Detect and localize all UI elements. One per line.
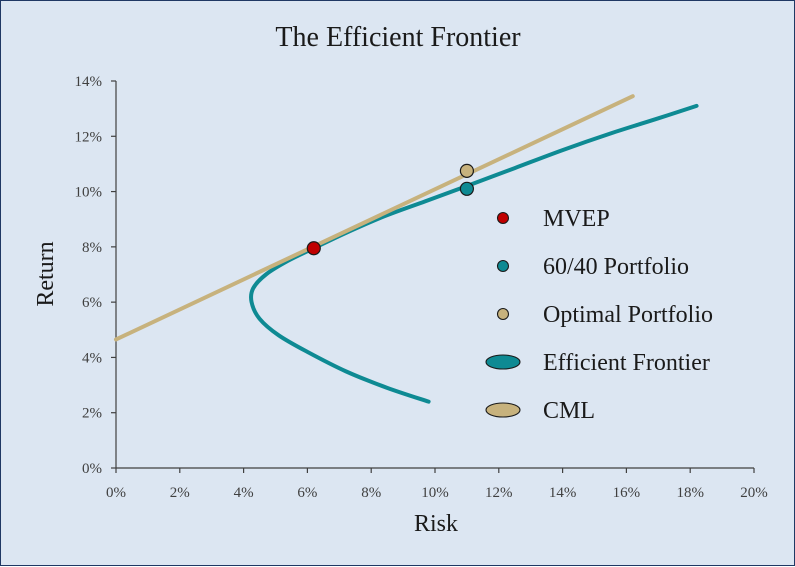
- x-tick-label: 2%: [170, 485, 190, 501]
- x-tick-label: 20%: [740, 485, 768, 501]
- legend-label-60-40-portfolio: 60/40 Portfolio: [543, 254, 689, 280]
- legend-label-cml: CML: [543, 398, 595, 424]
- legend-marker-mvep: [496, 211, 510, 225]
- x-tick-label: 16%: [613, 485, 641, 501]
- legend-marker-60-40-portfolio: [496, 259, 510, 273]
- plot-area: [114, 94, 699, 404]
- x-tick-label: 10%: [421, 485, 449, 501]
- y-tick-label: 6%: [82, 295, 102, 311]
- legend-marker-cml: [485, 402, 521, 418]
- x-axis-label: Risk: [414, 511, 458, 537]
- legend-label-efficient-frontier: Efficient Frontier: [543, 350, 710, 376]
- optimal-portfolio-point: [459, 163, 474, 178]
- y-axis-label: Return: [33, 241, 59, 306]
- 60-40-portfolio-point: [459, 181, 474, 196]
- y-tick-label: 4%: [82, 350, 102, 366]
- y-tick-label: 14%: [75, 74, 103, 90]
- x-tick-label: 0%: [106, 485, 126, 501]
- x-tick-label: 6%: [297, 485, 317, 501]
- y-tick-label: 8%: [82, 240, 102, 256]
- legend-label-mvep: MVEP: [543, 206, 610, 232]
- chart-title: The Efficient Frontier: [275, 22, 521, 53]
- legend-label-optimal-portfolio: Optimal Portfolio: [543, 302, 713, 328]
- mvep-point: [306, 241, 321, 256]
- x-tick-label: 4%: [234, 485, 254, 501]
- legend-marker-optimal-portfolio: [496, 307, 510, 321]
- y-tick-label: 10%: [75, 185, 103, 201]
- x-tick-label: 14%: [549, 485, 577, 501]
- y-tick-label: 2%: [82, 406, 102, 422]
- axes: 0% 2% 4% 6% 8% 10% 12% 14% 0% 2% 4% 6% 8% 10% 12% 14% 16…: [75, 74, 768, 501]
- cml-line: [114, 94, 635, 342]
- y-tick-label: 0%: [82, 461, 102, 477]
- x-tick-label: 12%: [485, 485, 513, 501]
- y-tick-label: 12%: [75, 129, 103, 145]
- x-tick-label: 8%: [361, 485, 381, 501]
- legend-marker-efficient-frontier: [485, 354, 521, 370]
- x-tick-label: 18%: [676, 485, 704, 501]
- legend: MVEP 60/40 Portfolio Optimal Portfolio Effi…: [485, 206, 713, 424]
